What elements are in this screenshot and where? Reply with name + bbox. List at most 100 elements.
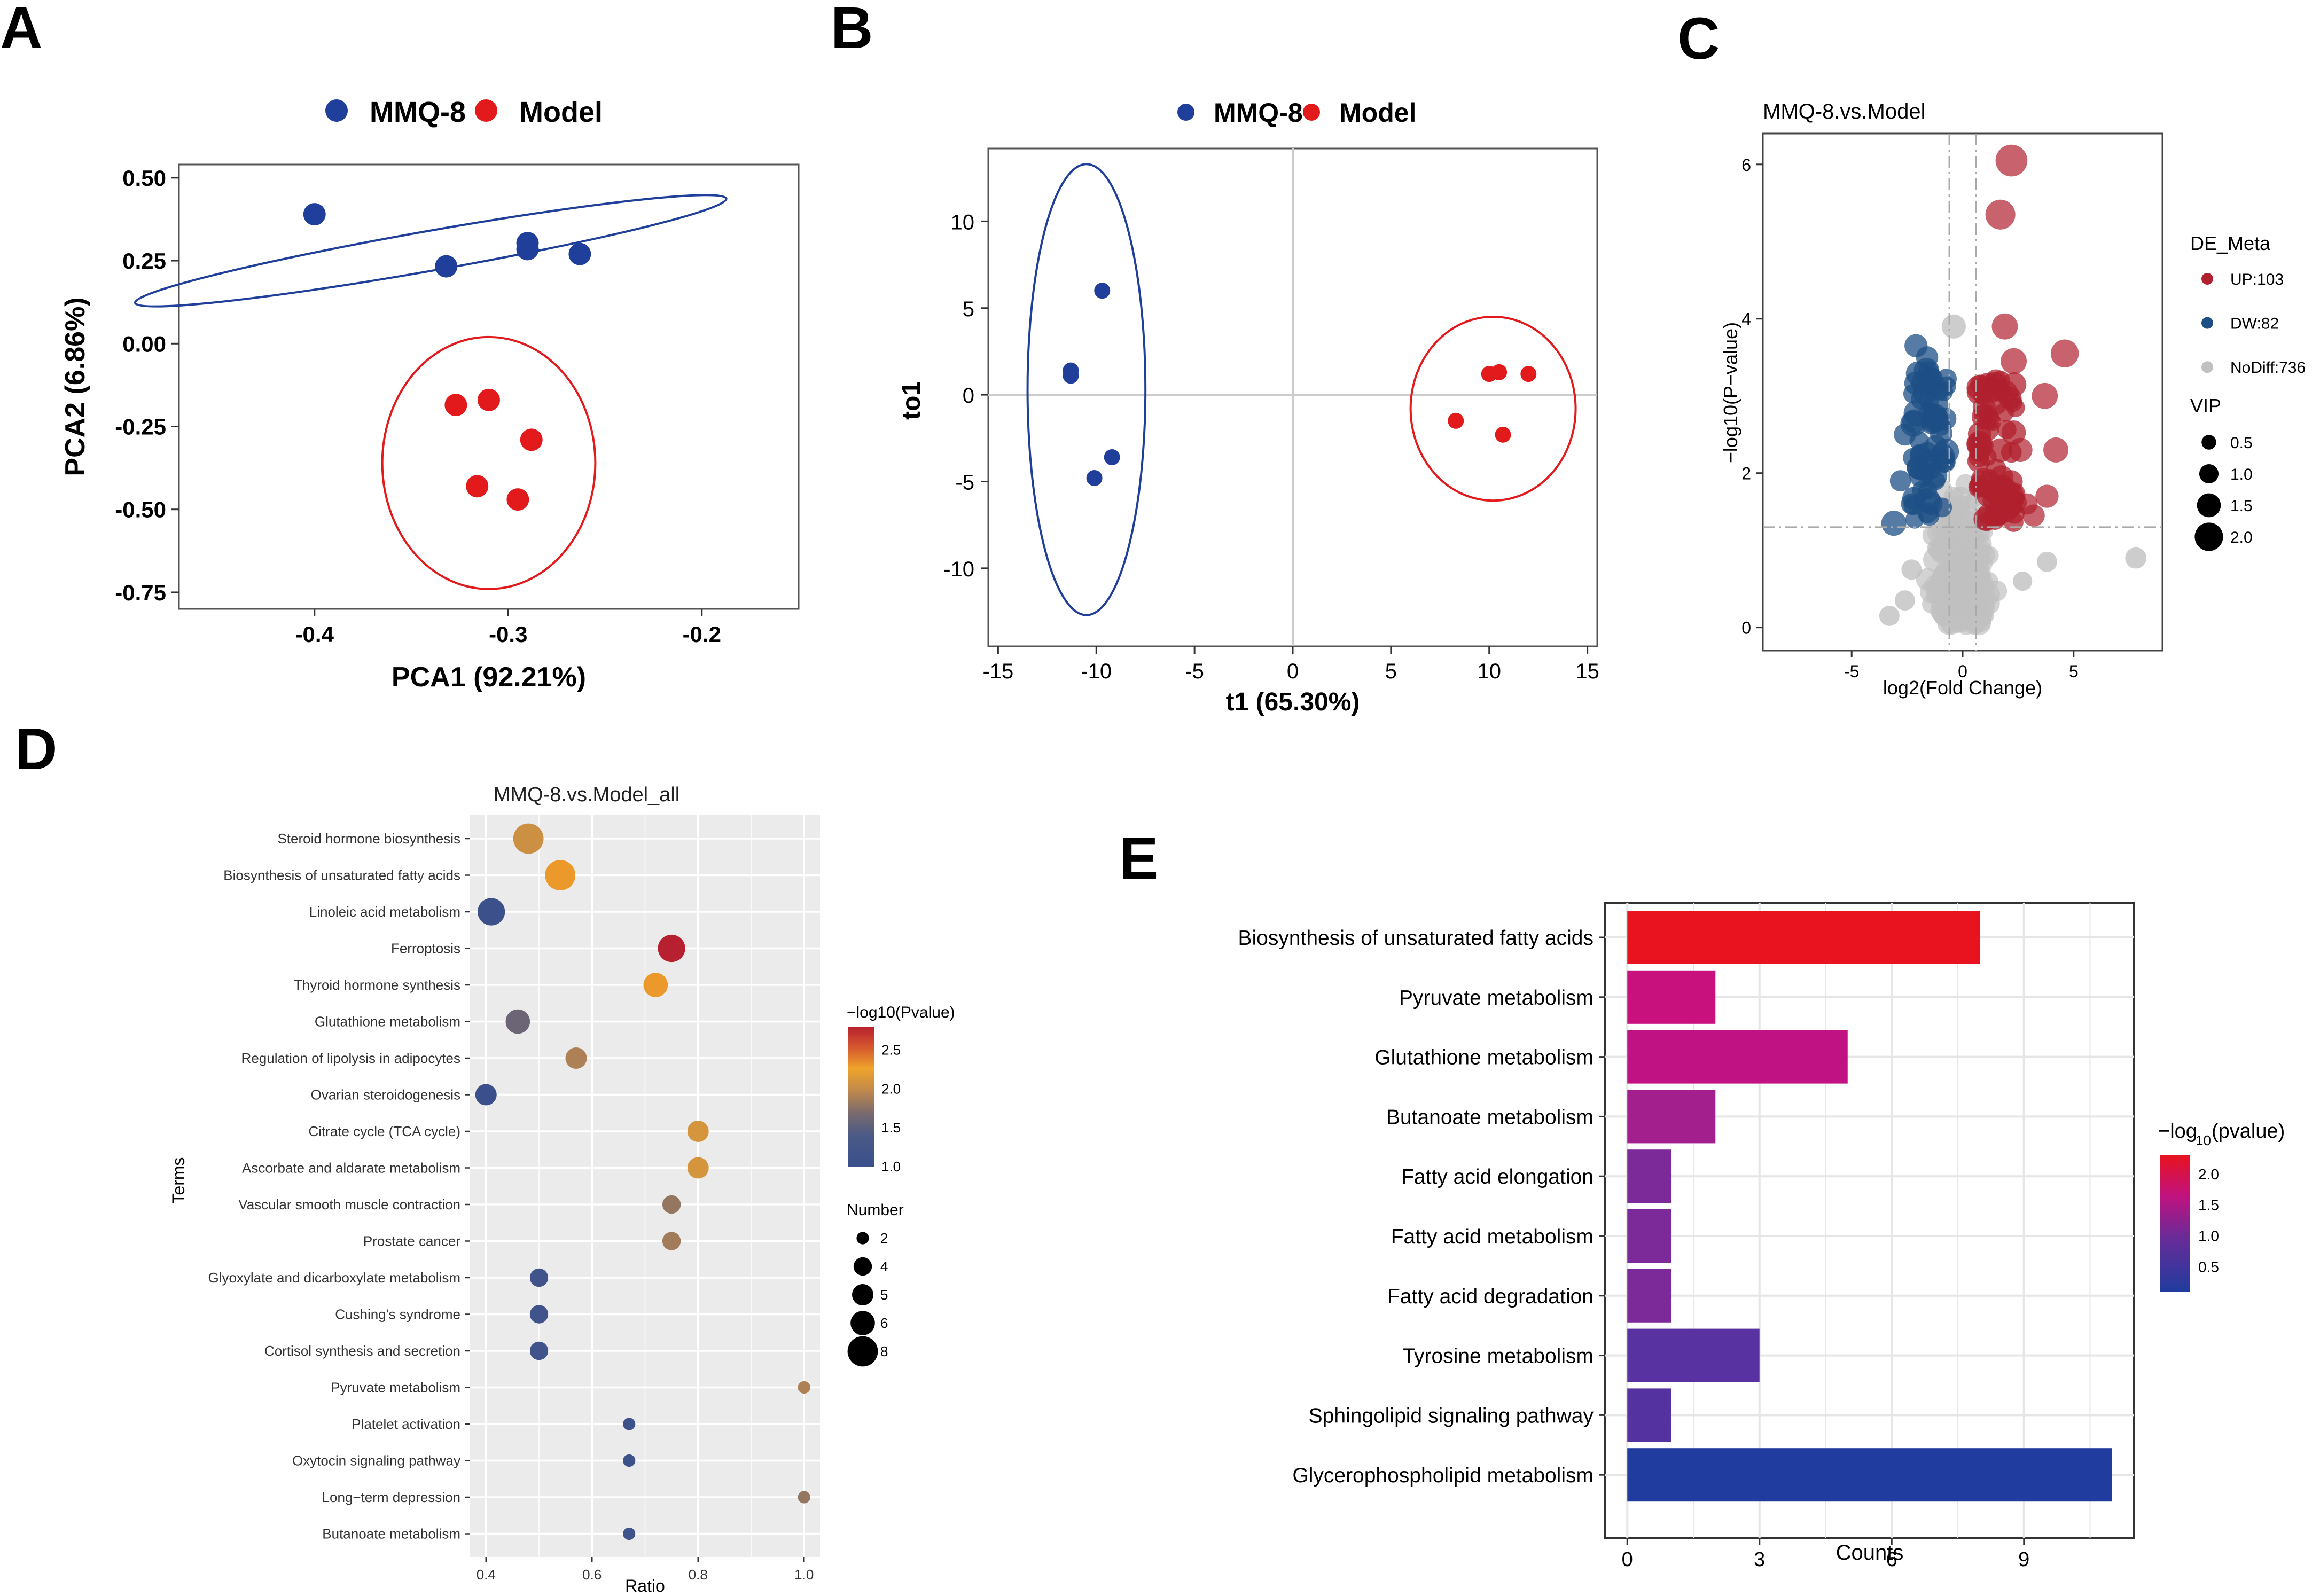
color-legend-label: 1.0 bbox=[2198, 1228, 2219, 1245]
size-legend-label: 4 bbox=[880, 1258, 888, 1274]
term-bubble bbox=[529, 1341, 549, 1360]
x-tick-label: 0.6 bbox=[582, 1567, 602, 1583]
term-label: Ferroptosis bbox=[391, 941, 460, 957]
size-legend-label: 6 bbox=[880, 1315, 888, 1331]
chart-title: MMQ-8.vs.Model_all bbox=[494, 784, 679, 806]
x-tick-label: 0 bbox=[1622, 1548, 1633, 1571]
y-axis-label: Terms bbox=[169, 1157, 188, 1203]
sample-point bbox=[1104, 449, 1120, 466]
volcano-point-nodiff bbox=[1957, 584, 1975, 602]
x-tick-label: 10 bbox=[1477, 660, 1501, 683]
volcano-point-up bbox=[1991, 313, 2018, 340]
y-tick-label: -0.50 bbox=[115, 497, 166, 522]
volcano-point-nodiff bbox=[1977, 597, 1994, 614]
sample-point bbox=[435, 255, 458, 278]
volcano-point-down bbox=[1916, 346, 1939, 369]
legend-marker bbox=[1303, 104, 1320, 121]
y-axis-label: PCA2 (6.86%) bbox=[60, 297, 91, 476]
y-axis-label: to1 bbox=[897, 381, 926, 420]
y-tick-label: 0.50 bbox=[122, 166, 166, 191]
legend-label: NoDiff:736 bbox=[2230, 359, 2306, 377]
x-tick-label: -15 bbox=[982, 660, 1013, 683]
size-legend-label: 1.0 bbox=[2230, 466, 2253, 483]
y-tick-label: -5 bbox=[955, 471, 974, 494]
volcano-point-up bbox=[1985, 369, 2008, 392]
sample-point bbox=[568, 242, 591, 265]
term-bubble bbox=[623, 1454, 636, 1467]
y-tick-label: 0.00 bbox=[122, 331, 166, 356]
legend-label: UP:103 bbox=[2230, 271, 2284, 288]
x-tick-label: 5 bbox=[2069, 662, 2079, 681]
bar bbox=[1627, 1209, 1671, 1263]
x-axis-label: log2(Fold Change) bbox=[1883, 677, 2042, 699]
legend-marker bbox=[325, 99, 348, 122]
term-label: Ovarian steroidogenesis bbox=[311, 1087, 460, 1103]
size-legend-label: 1.5 bbox=[2230, 497, 2253, 515]
legend-title: DE_Meta bbox=[2190, 232, 2271, 254]
volcano-point-down bbox=[1921, 462, 1948, 489]
x-tick-label: -5 bbox=[1185, 660, 1204, 683]
legend-marker bbox=[1177, 104, 1194, 121]
volcano-point-nodiff bbox=[2036, 551, 2057, 572]
sample-point bbox=[478, 388, 500, 411]
legend-marker bbox=[2201, 317, 2213, 329]
term-bubble bbox=[658, 934, 685, 963]
term-bubble bbox=[475, 1084, 497, 1106]
volcano-point-up bbox=[1995, 144, 2028, 177]
volcano-point-nodiff bbox=[2013, 571, 2033, 591]
volcano-point-down bbox=[1894, 423, 1916, 446]
color-legend-bar bbox=[848, 1027, 874, 1167]
term-bubble bbox=[529, 1305, 549, 1324]
term-label: Thyroid hormone synthesis bbox=[294, 977, 460, 993]
x-axis-label: PCA1 (92.21%) bbox=[392, 662, 586, 693]
size-legend-marker bbox=[2194, 522, 2223, 551]
bar bbox=[1627, 1090, 1716, 1144]
panel-label-b: B bbox=[831, 0, 873, 61]
x-tick-label: 5 bbox=[1385, 660, 1397, 683]
term-label: Glutathione metabolism bbox=[315, 1014, 460, 1030]
category-label: Glycerophospholipid metabolism bbox=[1292, 1464, 1594, 1487]
term-label: Cortisol synthesis and secretion bbox=[264, 1343, 460, 1359]
y-tick-label: -0.25 bbox=[115, 414, 166, 440]
volcano-point-nodiff bbox=[1901, 559, 1922, 580]
volcano-point-up bbox=[2050, 339, 2079, 367]
y-tick-label: 2 bbox=[1741, 464, 1751, 483]
bar bbox=[1627, 911, 1980, 964]
term-label: Oxytocin signaling pathway bbox=[292, 1453, 460, 1469]
sample-point bbox=[1094, 283, 1111, 299]
term-bubble bbox=[505, 1009, 530, 1034]
panel-label-c: C bbox=[1677, 6, 1720, 72]
volcano-point-up bbox=[2016, 493, 2038, 515]
color-legend-label: 2.0 bbox=[881, 1081, 901, 1097]
x-tick-label: 0.8 bbox=[689, 1567, 708, 1583]
bar bbox=[1627, 1030, 1848, 1084]
size-legend-marker bbox=[2197, 493, 2221, 518]
panel-label-a: A bbox=[0, 0, 42, 61]
legend-marker bbox=[2201, 361, 2213, 373]
sample-point bbox=[520, 428, 543, 451]
term-label: Linoleic acid metabolism bbox=[309, 904, 460, 920]
volcano-point-up bbox=[2001, 348, 2027, 374]
color-legend-label: 2.0 bbox=[2198, 1166, 2219, 1183]
bar bbox=[1627, 1149, 1671, 1203]
sample-point bbox=[1520, 366, 1537, 382]
category-label: Pyruvate metabolism bbox=[1399, 987, 1594, 1010]
term-bubble bbox=[623, 1527, 636, 1540]
sample-point bbox=[506, 488, 529, 511]
size-legend-marker bbox=[853, 1257, 872, 1276]
term-bubble bbox=[565, 1047, 587, 1069]
sample-point bbox=[303, 203, 326, 226]
x-tick-label: 1.0 bbox=[794, 1567, 814, 1583]
x-tick-label: 9 bbox=[2018, 1548, 2029, 1571]
volcano-point-nodiff bbox=[1948, 499, 1966, 518]
confidence-ellipse-1 bbox=[381, 335, 597, 590]
term-bubble bbox=[478, 898, 505, 926]
category-label: Biosynthesis of unsaturated fatty acids bbox=[1238, 927, 1594, 950]
confidence-ellipse-0 bbox=[1026, 163, 1147, 616]
volcano-point-nodiff bbox=[1894, 590, 1915, 611]
volcano-plot-c: MMQ-8.vs.Model 0 2 4 6 -5 0 5 log2(Fold Change) −… bbox=[1720, 100, 2306, 699]
enrichment-bar-plot-e: Biosynthesis of unsaturated fatty acids P… bbox=[1238, 902, 2285, 1571]
y-tick-label: -0.75 bbox=[115, 580, 166, 605]
category-label: Fatty acid degradation bbox=[1387, 1285, 1594, 1308]
size-legend-label: 8 bbox=[880, 1343, 888, 1359]
